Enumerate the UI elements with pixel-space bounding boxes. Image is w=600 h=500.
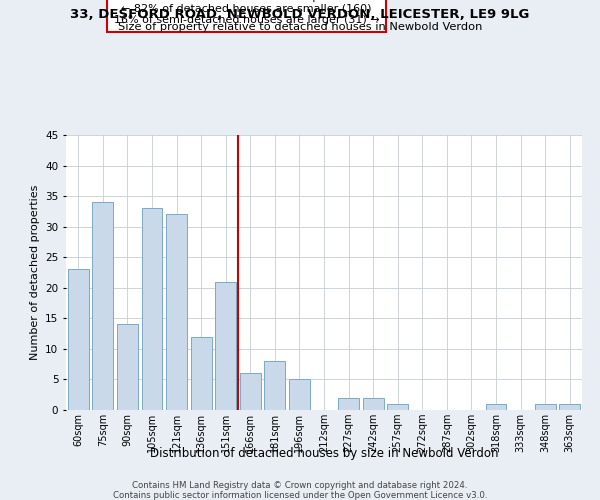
- Bar: [289, 380, 310, 410]
- Bar: [338, 398, 359, 410]
- Bar: [92, 202, 113, 410]
- Bar: [362, 398, 383, 410]
- Text: Contains public sector information licensed under the Open Government Licence v3: Contains public sector information licen…: [113, 491, 487, 500]
- Bar: [68, 270, 89, 410]
- Bar: [535, 404, 556, 410]
- Bar: [265, 361, 286, 410]
- Bar: [387, 404, 408, 410]
- Text: Size of property relative to detached houses in Newbold Verdon: Size of property relative to detached ho…: [118, 22, 482, 32]
- Bar: [191, 336, 212, 410]
- Bar: [117, 324, 138, 410]
- Text: Distribution of detached houses by size in Newbold Verdon: Distribution of detached houses by size …: [150, 448, 498, 460]
- Text: 33 DESFORD ROAD: 161sqm
← 82% of detached houses are smaller (160)
16% of semi-d: 33 DESFORD ROAD: 161sqm ← 82% of detache…: [114, 0, 379, 25]
- Bar: [142, 208, 163, 410]
- Bar: [485, 404, 506, 410]
- Bar: [215, 282, 236, 410]
- Bar: [559, 404, 580, 410]
- Y-axis label: Number of detached properties: Number of detached properties: [29, 185, 40, 360]
- Bar: [166, 214, 187, 410]
- Text: Contains HM Land Registry data © Crown copyright and database right 2024.: Contains HM Land Registry data © Crown c…: [132, 481, 468, 490]
- Text: 33, DESFORD ROAD, NEWBOLD VERDON, LEICESTER, LE9 9LG: 33, DESFORD ROAD, NEWBOLD VERDON, LEICES…: [70, 8, 530, 20]
- Bar: [240, 374, 261, 410]
